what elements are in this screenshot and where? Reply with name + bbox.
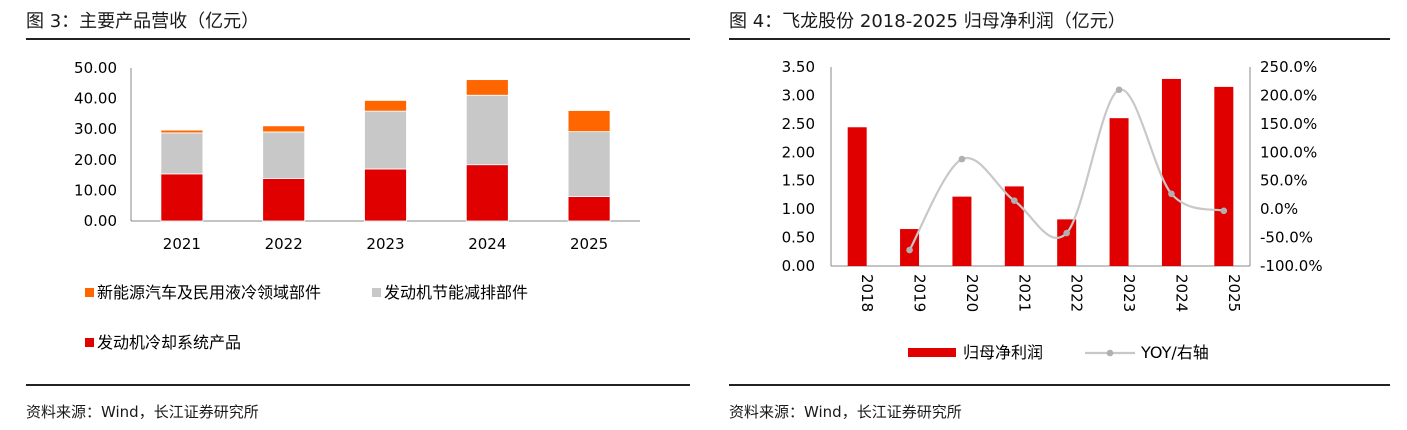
stacked-bar-chart: 0.00 10.00 20.00 30.00 40.00 50.00 2021 2022 202… [74, 59, 640, 352]
x-tick-label: 2025 [570, 235, 608, 253]
y-tick-label: 2.50 [782, 115, 815, 133]
x-tick-label: 2023 [366, 235, 404, 253]
yoy-point [1011, 197, 1018, 204]
bar-segment [465, 164, 509, 222]
figure-3-title: 图 3：主要产品营收（亿元） [26, 11, 260, 32]
x-tick-label: 2022 [265, 235, 303, 253]
profit-bar [952, 196, 972, 266]
bar-segment [262, 131, 306, 179]
profit-bar [847, 127, 867, 266]
bar-segment [364, 100, 407, 112]
y2-tick-label: 50.0% [1260, 172, 1308, 190]
yoy-point [1063, 229, 1070, 237]
y2-tick-label: 100.0% [1260, 143, 1317, 161]
bar-segment [160, 173, 204, 222]
y-tick-label: 0.00 [782, 257, 815, 275]
y-tick-label: 20.00 [74, 151, 117, 169]
figure-4-panel: 图 4：飞龙股份 2018-2025 归母净利润（亿元） 0.00 0.50 1.0… [717, 0, 1407, 430]
y-tick-label: 2.00 [782, 143, 815, 161]
bar-segment [567, 196, 611, 222]
bottom-rule [26, 384, 690, 386]
legend-swatch [85, 288, 94, 297]
title-rule [729, 38, 1390, 40]
y2-tick-label: 200.0% [1260, 86, 1317, 104]
profit-bar [1004, 186, 1024, 266]
y-tick-label: 40.00 [74, 90, 117, 108]
figure-4-title: 图 4：飞龙股份 2018-2025 归母净利润（亿元） [729, 11, 1126, 32]
figure-3-panel: 图 3：主要产品营收（亿元） 0.00 10.00 20.00 30.00 40.00 5… [0, 0, 700, 430]
yoy-point [1168, 190, 1175, 198]
y-tick-label: 3.50 [782, 58, 815, 76]
y-tick-label: 0.50 [782, 229, 815, 247]
x-tick-label: 2024 [1172, 274, 1190, 312]
profit-bar [1214, 86, 1234, 267]
x-tick-label: 2021 [163, 235, 201, 253]
y2-tick-label: 0.0% [1260, 200, 1298, 218]
x-tick-label: 2022 [1068, 274, 1086, 312]
bar-segment [364, 168, 407, 222]
x-tick-label: 2024 [468, 235, 506, 253]
y2-tick-label: -100.0% [1260, 257, 1323, 275]
y-tick-label: 3.00 [782, 86, 815, 104]
bar-segment [567, 131, 611, 197]
y2-tick-label: 250.0% [1260, 58, 1317, 76]
title-rule [26, 38, 690, 40]
x-tick-label: 2019 [911, 274, 929, 312]
bar-segment [160, 132, 204, 175]
legend-swatch [85, 338, 94, 347]
profit-combo-chart: 0.00 0.50 1.00 1.50 2.00 2.50 3.00 3.50 -100.0% -… [782, 58, 1323, 362]
legend-label: 新能源汽车及民用液冷领域部件 [97, 283, 321, 302]
y-tick-label: 10.00 [74, 181, 117, 199]
figure-4-source: 资料来源：Wind，长江证券研究所 [729, 403, 962, 421]
bar-segment [364, 110, 407, 170]
x-tick-label: 2020 [963, 274, 981, 312]
bar-segment [262, 125, 306, 133]
profit-bar [1109, 118, 1129, 267]
x-tick-label: 2018 [858, 274, 876, 312]
y2-tick-label: 150.0% [1260, 115, 1317, 133]
yoy-point [1115, 86, 1123, 94]
y-tick-label: 1.00 [782, 200, 815, 218]
bar-segment [567, 110, 611, 133]
profit-bar [1161, 78, 1181, 266]
legend-swatch [372, 288, 381, 297]
bar-segment [160, 129, 204, 134]
profit-bar [1057, 219, 1077, 266]
yoy-point [1220, 207, 1228, 215]
legend-label: 归母净利润 [963, 343, 1043, 362]
x-tick-label: 2021 [1015, 274, 1033, 312]
legend-swatch-bar [908, 348, 956, 357]
figure-3-source: 资料来源：Wind，长江证券研究所 [26, 403, 259, 421]
yoy-point [906, 246, 913, 254]
bar-segment [262, 178, 306, 222]
y-tick-label: 0.00 [84, 212, 117, 230]
legend-swatch-marker [1106, 349, 1114, 357]
x-tick-label: 2023 [1120, 274, 1138, 312]
legend-label: YOY/右轴 [1140, 343, 1209, 362]
y2-tick-label: -50.0% [1260, 229, 1313, 247]
bar-segment [465, 79, 509, 96]
x-tick-label: 2025 [1225, 274, 1243, 312]
bar-segment [465, 94, 509, 166]
bottom-rule [729, 384, 1390, 386]
y-tick-label: 30.00 [74, 120, 117, 138]
yoy-point [958, 155, 966, 163]
legend-label: 发动机冷却系统产品 [97, 333, 241, 352]
y-tick-label: 1.50 [782, 172, 815, 190]
legend-label: 发动机节能减排部件 [384, 283, 528, 302]
y-tick-label: 50.00 [74, 59, 117, 77]
